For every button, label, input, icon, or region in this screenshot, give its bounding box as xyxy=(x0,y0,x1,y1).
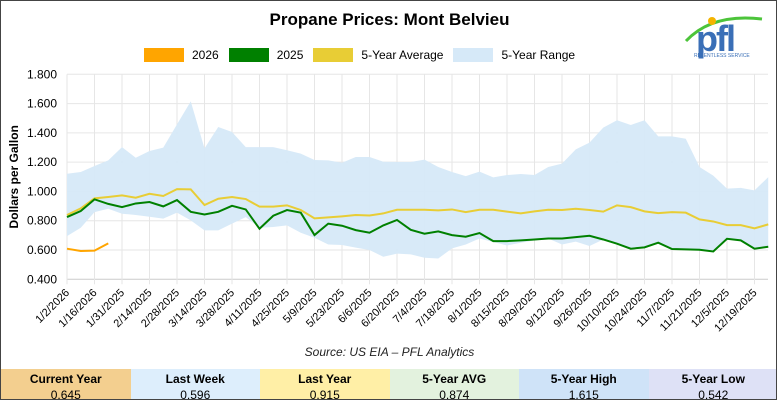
legend-item-5yr-range[interactable]: 5-Year Range xyxy=(453,48,575,62)
stat-last-week: Last Week 0.596 xyxy=(130,369,260,400)
legend-swatch xyxy=(453,48,494,62)
stat-label: 5-Year Low xyxy=(681,372,745,386)
stat-value: 1.615 xyxy=(568,388,599,400)
y-tick-label: 1.600 xyxy=(27,97,57,111)
legend-label: 5-Year Range xyxy=(501,48,576,62)
legend-label: 5-Year Average xyxy=(361,48,444,62)
stat-label: Last Week xyxy=(165,372,225,386)
y-tick-label: 1.200 xyxy=(27,155,57,169)
stat-label: 5-Year High xyxy=(550,372,617,386)
pfl-logo: pfl RELENTLESS SERVICE xyxy=(684,16,763,59)
legend-label: 2026 xyxy=(192,48,219,62)
stat-value: 0.596 xyxy=(180,388,211,400)
stat-label: 5-Year AVG xyxy=(422,372,487,386)
series-line-2026 xyxy=(66,242,109,253)
stat-label: Last Year xyxy=(298,372,352,386)
series-5-year-range-area xyxy=(67,101,769,259)
legend-item-2026[interactable]: 2026 xyxy=(144,48,219,62)
svg-text:RELENTLESS SERVICE: RELENTLESS SERVICE xyxy=(694,53,750,59)
stats-bar: Current Year 0.645 Last Week 0.596 Last Year… xyxy=(1,369,776,400)
stat-current-year: Current Year 0.645 xyxy=(1,369,131,400)
legend: 2026 2025 5-Year Average 5-Year Range xyxy=(144,48,585,62)
y-tick-label: 1.000 xyxy=(27,184,57,198)
stat-5-year-high: 5-Year High 1.615 xyxy=(519,369,649,400)
series-line-5-year-average xyxy=(66,188,769,230)
stat-5-year-low: 5-Year Low 0.542 xyxy=(648,369,776,400)
legend-swatch xyxy=(313,48,354,62)
svg-text:pfl: pfl xyxy=(696,18,734,59)
series-line-2025 xyxy=(66,198,769,253)
stat-value: 0.542 xyxy=(698,388,729,400)
y-tick-label: 0.600 xyxy=(27,243,57,257)
legend-swatch xyxy=(144,48,184,62)
y-tick-label: 0.400 xyxy=(27,272,57,286)
legend-item-5yr-avg[interactable]: 5-Year Average xyxy=(313,48,443,62)
source-note: Source: US EIA – PFL Analytics xyxy=(304,345,475,359)
y-tick-label: 0.800 xyxy=(27,214,57,228)
stat-last-year: Last Year 0.915 xyxy=(260,369,390,400)
legend-swatch xyxy=(228,48,269,62)
y-tick-label: 1.400 xyxy=(27,126,57,140)
y-axis-title: Dollars per Gallon xyxy=(7,125,21,228)
legend-label: 2025 xyxy=(276,48,304,62)
stat-value: 0.645 xyxy=(50,388,81,400)
stat-5-year-avg: 5-Year AVG 0.874 xyxy=(389,369,519,400)
legend-item-2025[interactable]: 2025 xyxy=(228,48,304,62)
y-tick-label: 1.800 xyxy=(27,67,57,81)
stat-label: Current Year xyxy=(29,372,102,386)
stat-value: 0.915 xyxy=(309,388,340,400)
chart-title: Propane Prices: Mont Belvieu xyxy=(269,10,510,29)
stat-value: 0.874 xyxy=(439,388,470,400)
